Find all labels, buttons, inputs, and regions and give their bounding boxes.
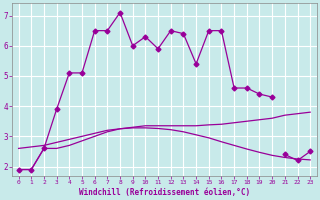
X-axis label: Windchill (Refroidissement éolien,°C): Windchill (Refroidissement éolien,°C): [79, 188, 250, 197]
